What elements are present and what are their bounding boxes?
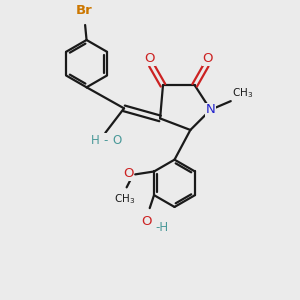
Text: CH$_3$: CH$_3$ bbox=[114, 192, 135, 206]
Text: O: O bbox=[202, 52, 213, 65]
Text: CH$_3$: CH$_3$ bbox=[232, 86, 254, 100]
Text: O: O bbox=[112, 134, 122, 147]
Text: N: N bbox=[206, 103, 215, 116]
Text: -: - bbox=[104, 134, 108, 147]
Text: H: H bbox=[92, 134, 100, 147]
Text: Br: Br bbox=[76, 4, 93, 17]
Text: O: O bbox=[145, 52, 155, 65]
Text: -H: -H bbox=[155, 220, 169, 233]
Text: O: O bbox=[123, 167, 133, 180]
Text: O: O bbox=[142, 215, 152, 228]
